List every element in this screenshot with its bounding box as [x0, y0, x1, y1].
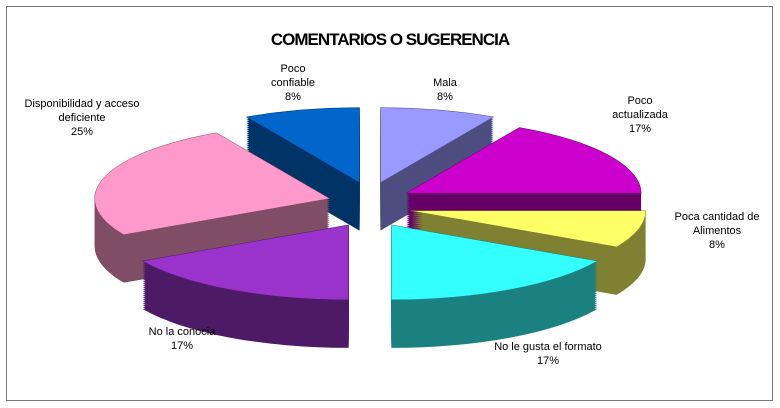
value-label: 8%: [709, 239, 725, 251]
value-label: 25%: [70, 126, 94, 138]
data-label: Poco confiable 8%: [258, 62, 328, 104]
data-label: Poco actualizada 17%: [600, 94, 680, 136]
slice: [410, 210, 646, 248]
category-label: Disponibilidad y acceso deficiente: [24, 98, 140, 124]
category-label: Poca cantidad de Alimentos: [674, 211, 760, 237]
value-label: 17%: [536, 355, 560, 367]
slice: [391, 224, 599, 301]
slice: [380, 107, 495, 184]
slice: [94, 132, 331, 235]
category-label: No la conocia: [148, 326, 216, 338]
value-label: 17%: [170, 340, 194, 352]
category-label: Mala: [433, 77, 457, 89]
value-label: 8%: [437, 91, 453, 103]
data-label: Poca cantidad de Alimentos 8%: [662, 210, 772, 252]
value-label: 17%: [628, 123, 652, 135]
data-label: Disponibilidad y acceso deficiente 25%: [25, 97, 140, 139]
category-label: Poco confiable: [270, 63, 316, 89]
slice: [141, 224, 349, 301]
data-label: Mala 8%: [405, 76, 485, 104]
chart-title: COMENTARIOS O SUGERENCIA: [270, 30, 510, 49]
category-label: Poco actualizada: [612, 95, 668, 121]
data-label: No le gusta el formato 17%: [448, 340, 648, 368]
slice: [405, 127, 642, 194]
value-label: 8%: [285, 91, 301, 103]
category-label: No le gusta el formato: [494, 341, 602, 353]
slice: [245, 107, 360, 184]
data-label: No la conocia 17%: [102, 325, 262, 353]
